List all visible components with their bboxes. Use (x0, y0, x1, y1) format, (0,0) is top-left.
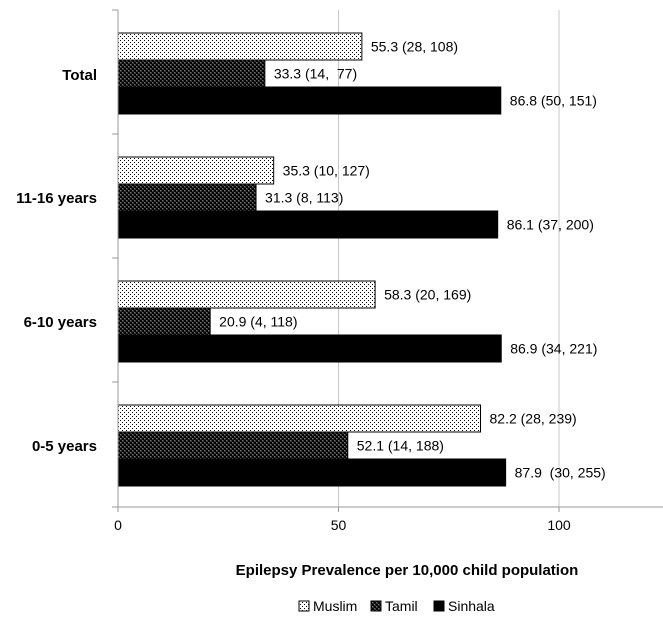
x-axis-title: Epilepsy Prevalence per 10,000 child pop… (236, 562, 579, 579)
category-label: 11-16 years (16, 190, 97, 207)
x-tick-label: 0 (114, 517, 122, 533)
bar-sinhala (117, 334, 502, 363)
bar-value-label: 86.1 (37, 200) (507, 217, 594, 233)
category-labels: Total 11-16 years 6-10 years 0-5 years (16, 67, 97, 455)
legend-label: Sinhala (448, 598, 495, 614)
bar-value-label: 52.1 (14, 188) (357, 438, 444, 454)
bar-sinhala (117, 86, 502, 115)
legend-swatch-muslim (298, 600, 310, 612)
legend-swatch-tamil (370, 600, 382, 612)
bar-labels: 55.3 (28, 108) 33.3 (14, 77) 86.8 (50, 151… (219, 39, 606, 481)
legend-label: Muslim (313, 598, 357, 614)
bar-tamil (117, 59, 266, 88)
bar-value-label: 33.3 (14, 77) (274, 66, 357, 82)
x-tick-label: 50 (331, 517, 347, 533)
bar-value-label: 86.9 (34, 221) (510, 341, 597, 357)
bar-value-label: 86.8 (50, 151) (510, 93, 597, 109)
category-label: Total (62, 67, 97, 84)
bar-muslim (117, 32, 363, 61)
bar-tamil (117, 183, 257, 212)
bar-muslim (117, 156, 275, 185)
bar-tamil (117, 431, 349, 460)
bar-sinhala (117, 210, 499, 239)
axes (112, 9, 663, 512)
bars (117, 32, 507, 487)
legend-label: Tamil (385, 598, 418, 614)
bar-value-label: 55.3 (28, 108) (371, 39, 458, 55)
bar-tamil (117, 307, 211, 336)
bar-value-label: 35.3 (10, 127) (283, 163, 370, 179)
bar-value-label: 82.2 (28, 239) (490, 411, 577, 427)
bar-value-label: 20.9 (4, 118) (219, 314, 297, 330)
bar-value-label: 58.3 (20, 169) (384, 287, 471, 303)
bar-muslim (117, 404, 482, 433)
bar-value-label: 31.3 (8, 113) (265, 190, 343, 206)
category-label: 6-10 years (24, 314, 97, 331)
bar-muslim (117, 280, 376, 309)
bar-sinhala (117, 458, 507, 487)
bar-value-label: 87.9 (30, 255) (515, 465, 606, 481)
x-tick-label: 100 (547, 517, 571, 533)
legend: Muslim Tamil Sinhala (298, 598, 495, 614)
legend-swatch-sinhala (433, 600, 445, 612)
category-label: 0-5 years (32, 438, 97, 455)
x-tick-labels: 0 50 100 (114, 517, 571, 533)
